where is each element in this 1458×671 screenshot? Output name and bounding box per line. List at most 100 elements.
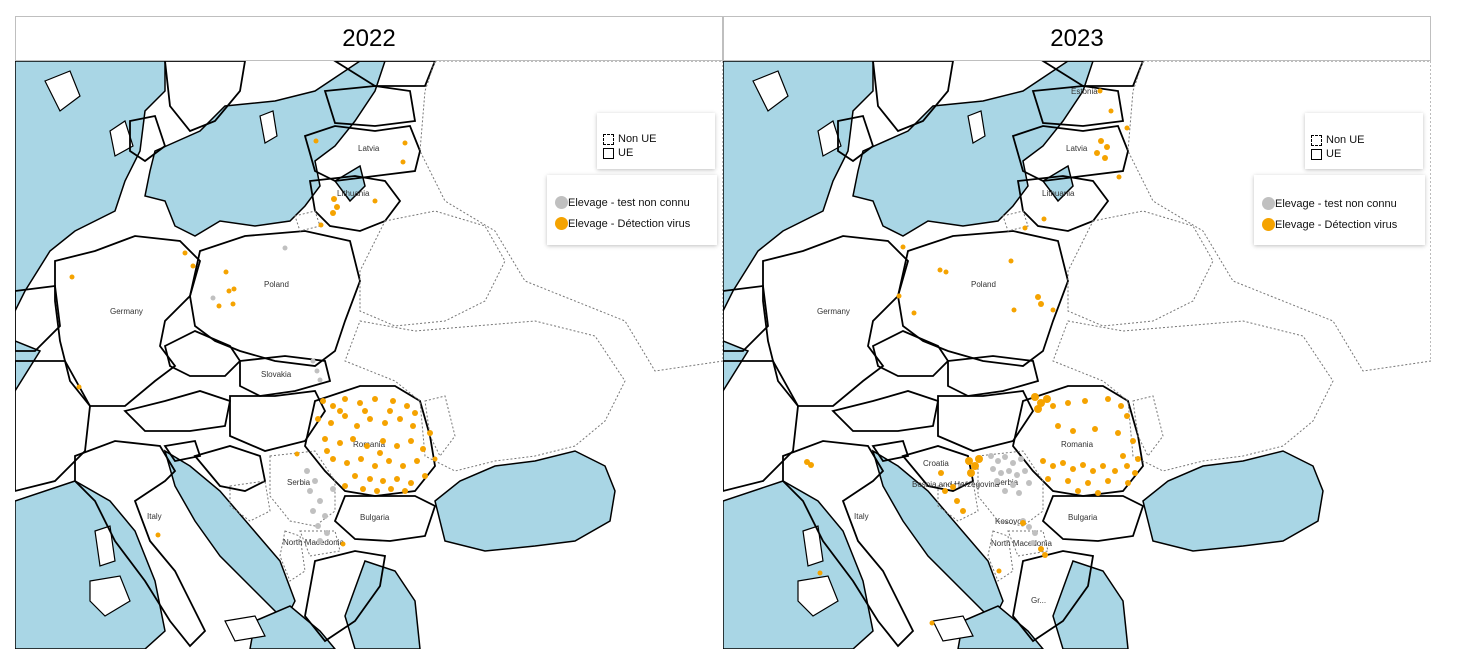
label-latvia: Latvia	[1066, 144, 1088, 153]
outbreak-point	[328, 420, 334, 426]
sea-areas	[723, 61, 1324, 649]
outbreak-point	[210, 295, 216, 301]
black-sea	[434, 450, 616, 552]
legend-unknown-test: Elevage - test non connu	[1262, 197, 1397, 210]
outbreak-point	[937, 267, 943, 273]
country-labels: Estonia Latvia Lithuania Poland Germany …	[817, 87, 1098, 605]
outbreak-point	[1045, 476, 1051, 482]
france-border	[723, 360, 799, 492]
label-italy: Italy	[854, 512, 869, 521]
label-latvia: Latvia	[358, 144, 380, 153]
greece-border	[1012, 550, 1095, 643]
outbreak-point	[1037, 399, 1045, 407]
outbreak-point	[402, 140, 408, 146]
legend-unknown-test-label: Elevage - test non connu	[1275, 197, 1397, 210]
slovakia-border	[947, 355, 1040, 397]
outbreak-point	[317, 538, 323, 544]
outbreak-point	[314, 368, 320, 374]
outbreak-point	[372, 198, 378, 204]
outbreak-point	[1038, 301, 1044, 307]
outbreak-point	[1042, 552, 1048, 558]
outbreak-point	[372, 396, 378, 402]
hungary-border	[229, 390, 327, 452]
aegean	[1052, 560, 1129, 649]
outbreak-point	[1075, 488, 1081, 494]
belarus-border	[1067, 210, 1214, 327]
outbreak-point	[975, 455, 983, 463]
outbreak-point	[1090, 468, 1096, 474]
legend-non-eu-label: Non UE	[618, 133, 657, 145]
outbreak-point	[1108, 108, 1114, 114]
legend-non-eu: Non UE	[603, 133, 657, 145]
outbreak-point	[408, 438, 414, 444]
croatia-border	[901, 445, 975, 492]
cases-legend: Elevage - test non connu Elevage - Détec…	[1254, 175, 1425, 245]
adriatic	[163, 449, 296, 623]
outbreak-point	[988, 453, 994, 459]
adriatic	[871, 449, 1004, 623]
legend-eu-label: UE	[1326, 148, 1342, 160]
outbreak-point	[216, 303, 222, 309]
outbreak-point	[1008, 258, 1014, 264]
outbreak-point	[422, 473, 428, 479]
italy-border	[74, 440, 207, 648]
outbreak-point	[324, 530, 330, 536]
romania-border	[1012, 385, 1144, 497]
outbreak-point	[1035, 294, 1041, 300]
outbreak-point	[317, 377, 323, 383]
outbreak-point	[1060, 460, 1066, 466]
outbreak-point	[1034, 405, 1042, 413]
outbreak-point	[387, 408, 393, 414]
grey-dot-icon	[1262, 197, 1275, 210]
year-title: 2023	[723, 16, 1431, 61]
outbreak-point	[330, 210, 336, 216]
outbreak-point	[367, 416, 373, 422]
grey-dot-icon	[555, 196, 568, 209]
non-eu-borders	[229, 61, 723, 582]
legend-eu: UE	[1311, 148, 1341, 160]
outbreak-point	[954, 498, 960, 504]
outbreak-point	[69, 274, 75, 280]
outbreak-point	[427, 430, 433, 436]
outbreak-point	[1070, 466, 1076, 472]
legend-non-eu: Non UE	[1311, 134, 1365, 146]
outbreak-point	[943, 269, 949, 275]
outbreak-point	[1031, 393, 1039, 401]
label-romania: Romania	[1061, 440, 1094, 449]
serbia-border	[269, 450, 336, 527]
outbreak-point	[342, 413, 348, 419]
outbreak-point	[1018, 456, 1024, 462]
czech-border	[163, 330, 242, 377]
greece-border	[304, 550, 387, 643]
outbreak-point	[1011, 307, 1017, 313]
outbreak-point	[1124, 463, 1130, 469]
atlantic-west	[723, 340, 750, 393]
label-north-macedonia: North Macedonia	[283, 538, 344, 547]
outbreak-point	[817, 570, 823, 576]
outbreak-point	[304, 468, 310, 474]
outbreak-point	[190, 263, 196, 269]
outbreak-point	[1112, 468, 1118, 474]
aegean	[344, 560, 421, 649]
outbreak-point	[404, 403, 410, 409]
russia-border	[1127, 61, 1431, 372]
outbreak-point	[1050, 403, 1056, 409]
latvia-border	[1011, 125, 1129, 182]
outbreak-point	[322, 436, 328, 442]
outbreak-point	[1105, 396, 1111, 402]
legend-unknown-test: Elevage - test non connu	[555, 196, 690, 209]
legend-virus-detection: Elevage - Détection virus	[555, 217, 690, 230]
denmark-border	[837, 114, 875, 163]
bosnia-border	[229, 480, 271, 522]
outbreak-point	[358, 456, 364, 462]
tyrrhenian	[15, 480, 166, 649]
outbreak-point	[808, 462, 814, 468]
map-area[interactable]: Latvia Lithuania Poland Germany Slovakia…	[15, 61, 723, 649]
outbreak-point	[420, 446, 426, 452]
map-area[interactable]: Estonia Latvia Lithuania Poland Germany …	[723, 61, 1431, 649]
baltic-sea	[852, 61, 1094, 237]
border-legend: Non UE UE	[1305, 113, 1423, 169]
slovenia-border	[871, 439, 910, 463]
outbreak-point	[1118, 403, 1124, 409]
outbreak-point	[1125, 480, 1131, 486]
